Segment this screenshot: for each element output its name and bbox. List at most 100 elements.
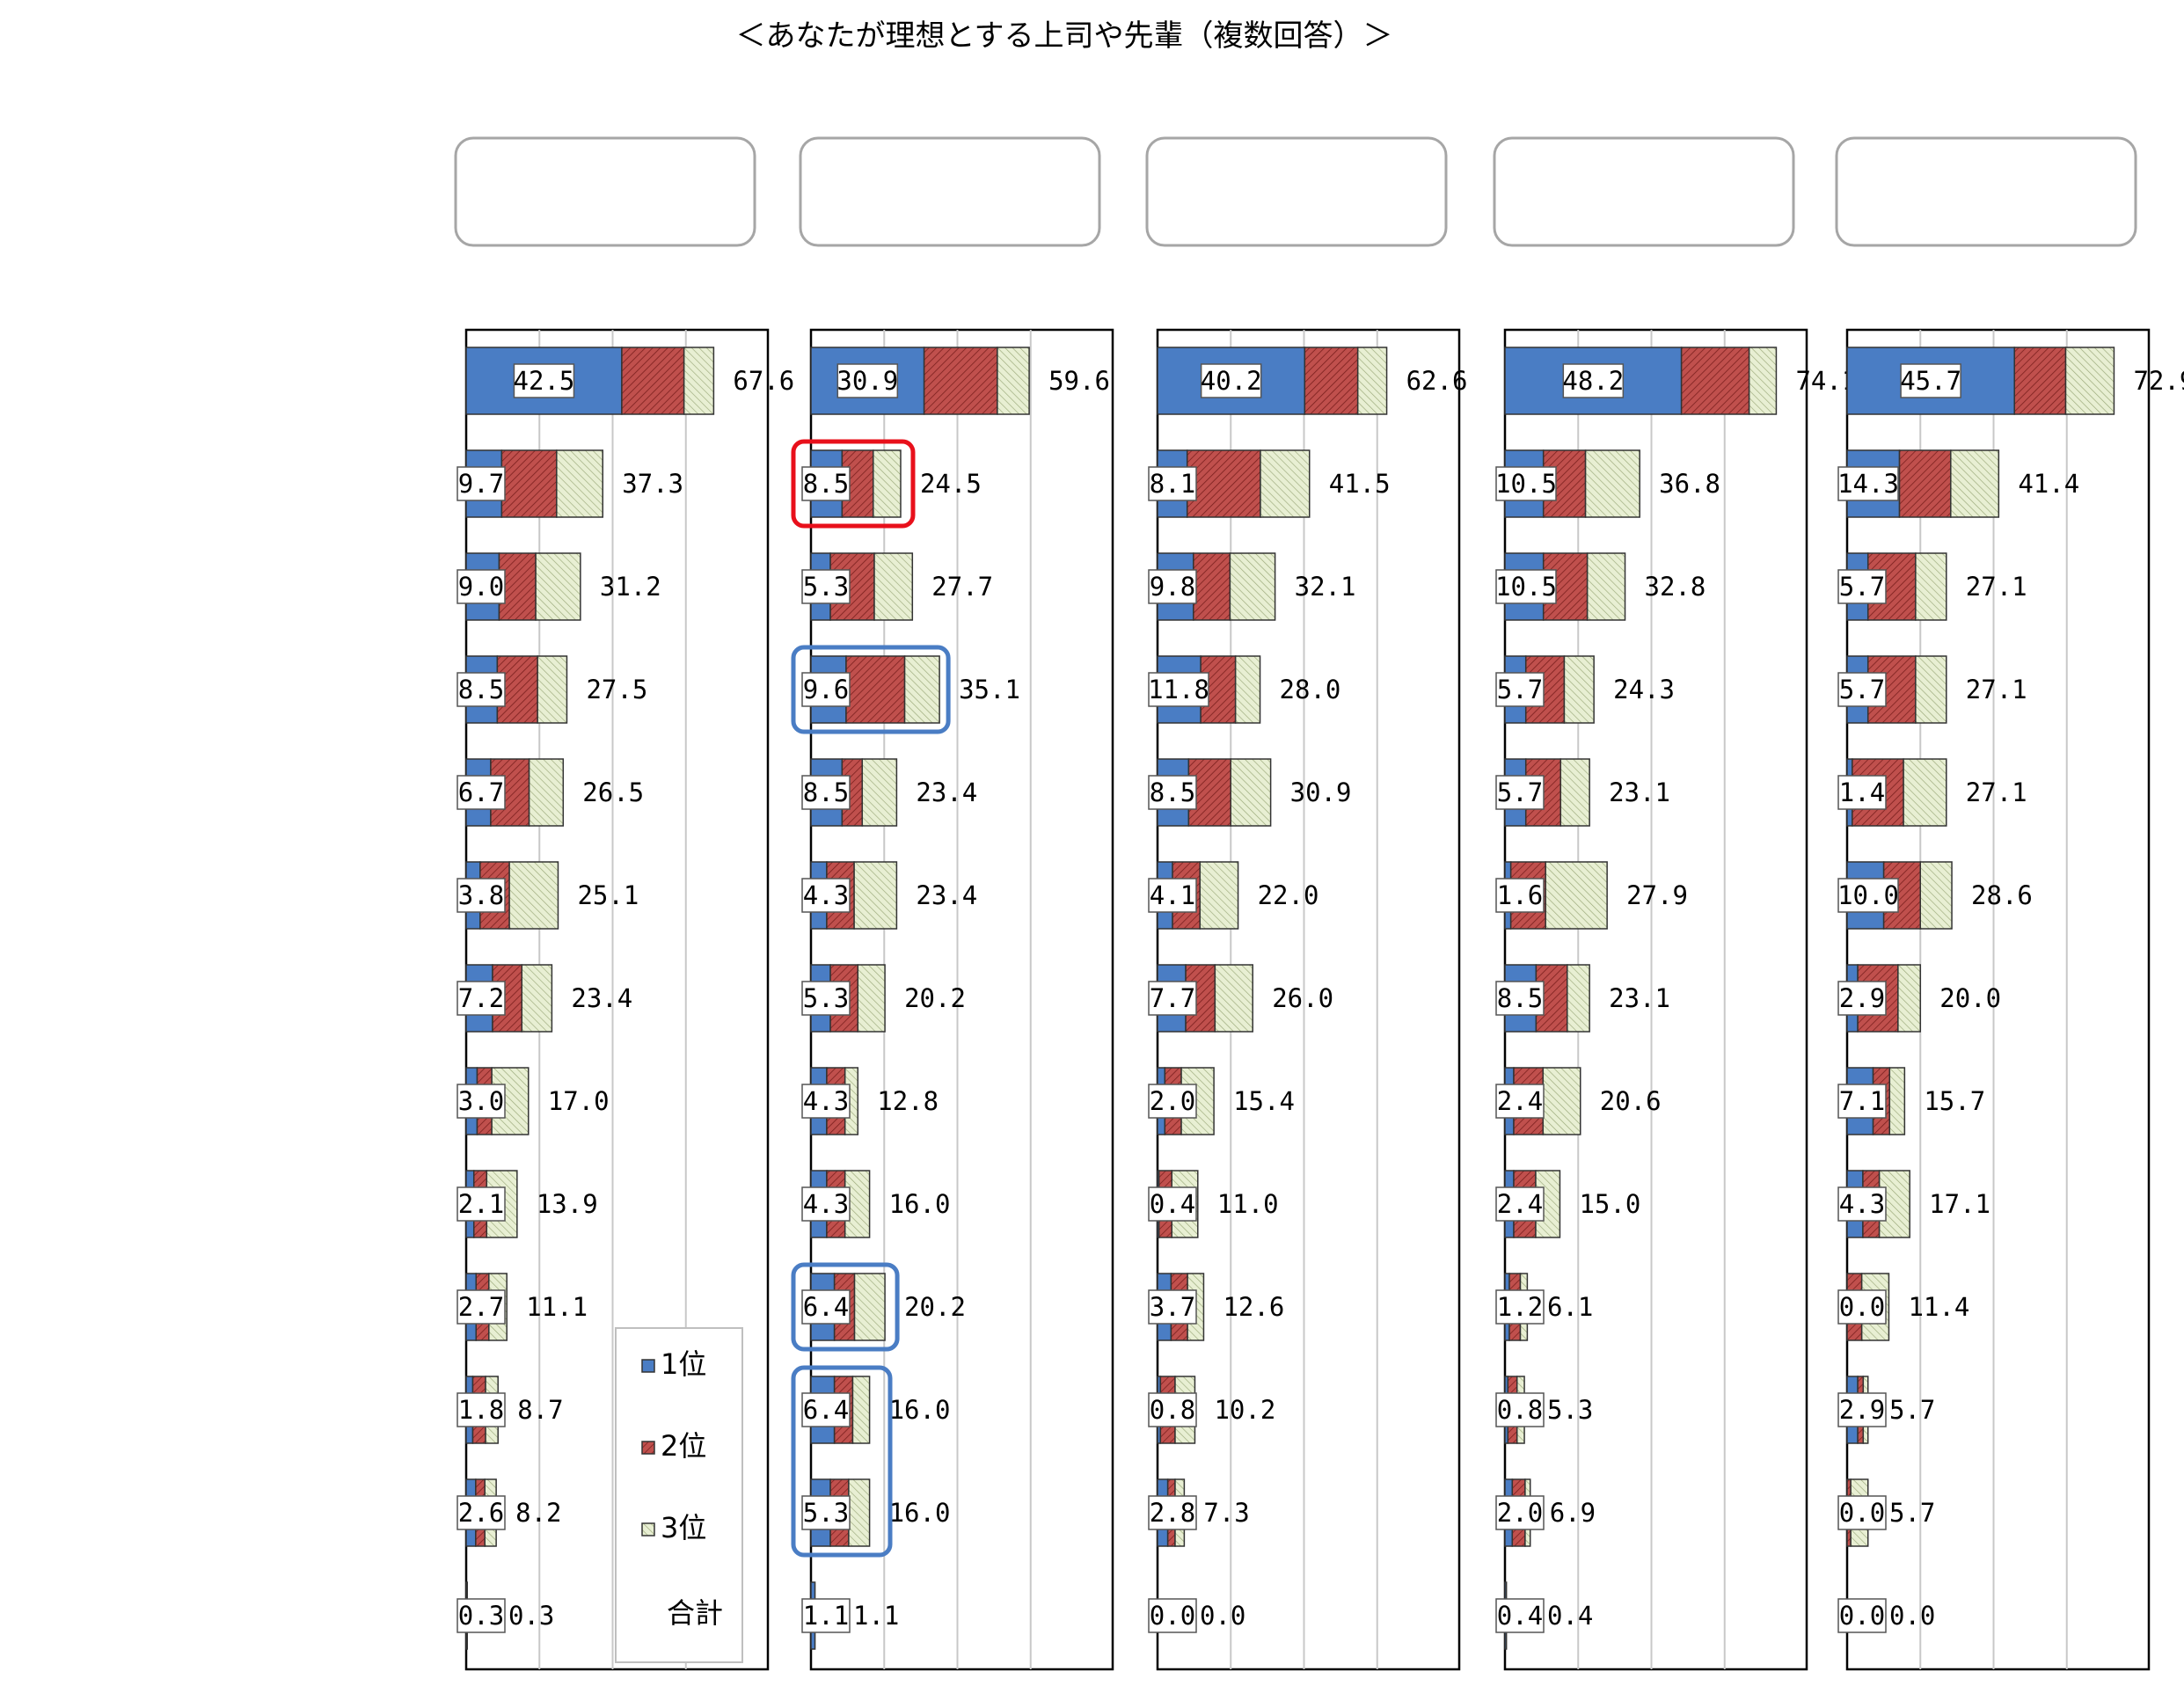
rank1-data-label: 4.3 [803,880,849,910]
rank1-data-label: 1.2 [1497,1292,1543,1322]
rank1-label-box [1495,466,1557,501]
bar-rank3 [1545,861,1608,930]
legend-box [615,1327,743,1663]
rank1-label-box [1837,1392,1887,1427]
rank1-data-label: 6.4 [803,1395,849,1425]
rank1-data-label: 9.6 [803,675,849,704]
rank1-data-label: 1.6 [1497,880,1543,910]
total-data-label: 6.1 [1547,1292,1593,1322]
panel-3: 40.2 62.6 8.1 41.5 9.8 32.1 11.8 28.0 8.5 30.9 4.1… [1145,136,1468,1671]
rank1-label-box [801,1084,851,1119]
rank1-label-box [1495,1598,1545,1633]
rank1-data-label: 8.1 [1150,469,1195,499]
rank1-label-box [1495,1392,1545,1427]
panel-2: 30.9 59.6 8.5 24.5 5.3 27.7 9.6 35.1 8.5 23.4 4.3 2… [791,136,1114,1671]
bar-rank2 [1304,347,1359,415]
rank1-label-box [1837,1495,1887,1530]
bar-rank2 [1193,552,1231,621]
rank1-label-box [1837,1598,1887,1633]
total-data-label: 23.4 [916,777,977,807]
total-data-label: 62.6 [1406,366,1468,396]
rank1-label-box [1148,1598,1197,1633]
bar-rank2 [1898,449,1952,518]
bar-rank2 [1186,449,1261,518]
total-data-label: 31.2 [600,572,661,602]
rank1-data-label: 30.9 [836,366,898,396]
rank1-data-label: 2.4 [1497,1189,1543,1219]
bar-rank2 [1680,347,1750,415]
bar-rank3 [1229,552,1276,621]
total-data-label: 28.0 [1280,675,1341,704]
rank1-data-label: 0.0 [1150,1601,1195,1631]
bar-rank3 [1214,964,1253,1033]
rank1-label-box [1148,1392,1197,1427]
chart-title: ＜あなたが理想とする上司や先輩（複数回答）＞ [736,18,1393,54]
highlight-box [791,1262,900,1352]
rank1-data-label: 45.7 [1900,366,1961,396]
rank1-label-box [1495,1084,1545,1119]
legend-label: 合計 [667,1596,723,1630]
rank1-label-box [1837,1084,1887,1119]
rank1-data-label: 0.8 [1497,1395,1543,1425]
rank1-data-label: 2.0 [1150,1086,1195,1116]
rank1-data-label: 2.1 [458,1189,504,1219]
rank1-label-box [1148,1289,1197,1325]
total-data-label: 15.7 [1924,1086,1985,1116]
bar-rank3 [1559,758,1590,827]
total-data-label: 11.0 [1217,1189,1279,1219]
rank1-data-label: 4.1 [1150,880,1195,910]
panel-header-box [1493,136,1795,247]
total-data-label: 5.3 [1547,1395,1593,1425]
total-data-label: 28.6 [1971,880,2033,910]
total-data-label: 11.4 [1908,1292,1969,1322]
rank1-data-label: 6.4 [803,1292,849,1322]
rank1-data-label: 10.5 [1495,572,1557,602]
total-data-label: 41.5 [1329,469,1391,499]
rank1-label-box [1148,981,1197,1016]
rank1-label-box [457,775,506,810]
rank1-data-label: 9.0 [458,572,504,602]
rank1-data-label: 48.2 [1562,366,1624,396]
bar-rank3 [556,449,604,518]
bar-rank3 [1748,347,1778,415]
rank1-data-label: 0.4 [1150,1189,1195,1219]
rank1-label-box [1148,1084,1197,1119]
total-data-label: 20.6 [1600,1086,1662,1116]
total-data-label: 15.4 [1233,1086,1295,1116]
rank1-data-label: 0.0 [1839,1601,1885,1631]
rank1-label-box [801,981,851,1016]
rank1-label-box [1148,672,1209,707]
rank1-data-label: 0.3 [458,1601,504,1631]
rank1-label-box [1495,1289,1545,1325]
bar-rank2 [1187,758,1231,827]
rank1-data-label: 42.5 [514,366,575,396]
rank1-label-box [457,1289,506,1325]
rank1-data-label: 2.9 [1839,1395,1885,1425]
bar-rank3 [1950,449,2000,518]
rank1-data-label: 4.3 [803,1189,849,1219]
rank1-label-box [1495,672,1545,707]
rank1-data-label: 5.7 [1497,675,1543,704]
total-data-label: 16.0 [889,1498,951,1528]
rank1-label-box [457,1598,506,1633]
rank1-label-box [1837,466,1899,501]
bar-rank3 [997,347,1030,415]
total-data-label: 23.1 [1609,983,1670,1013]
bar-rank2 [923,347,998,415]
bar-rank3 [1919,861,1953,930]
rank1-data-label: 8.5 [803,469,849,499]
total-data-label: 72.9 [2133,366,2184,396]
total-data-label: 24.3 [1613,675,1675,704]
total-data-label: 35.1 [959,675,1020,704]
bar-rank3 [528,758,565,827]
rank1-data-label: 2.0 [1497,1498,1543,1528]
rank1-label-box [1148,1186,1197,1222]
legend-label: 1位 [661,1347,706,1381]
total-data-label: 0.3 [508,1601,554,1631]
rank1-data-label: 5.3 [803,983,849,1013]
total-data-label: 25.1 [577,880,639,910]
total-data-label: 23.4 [571,983,632,1013]
rank1-data-label: 2.9 [1839,983,1885,1013]
rank1-data-label: 1.1 [803,1601,849,1631]
